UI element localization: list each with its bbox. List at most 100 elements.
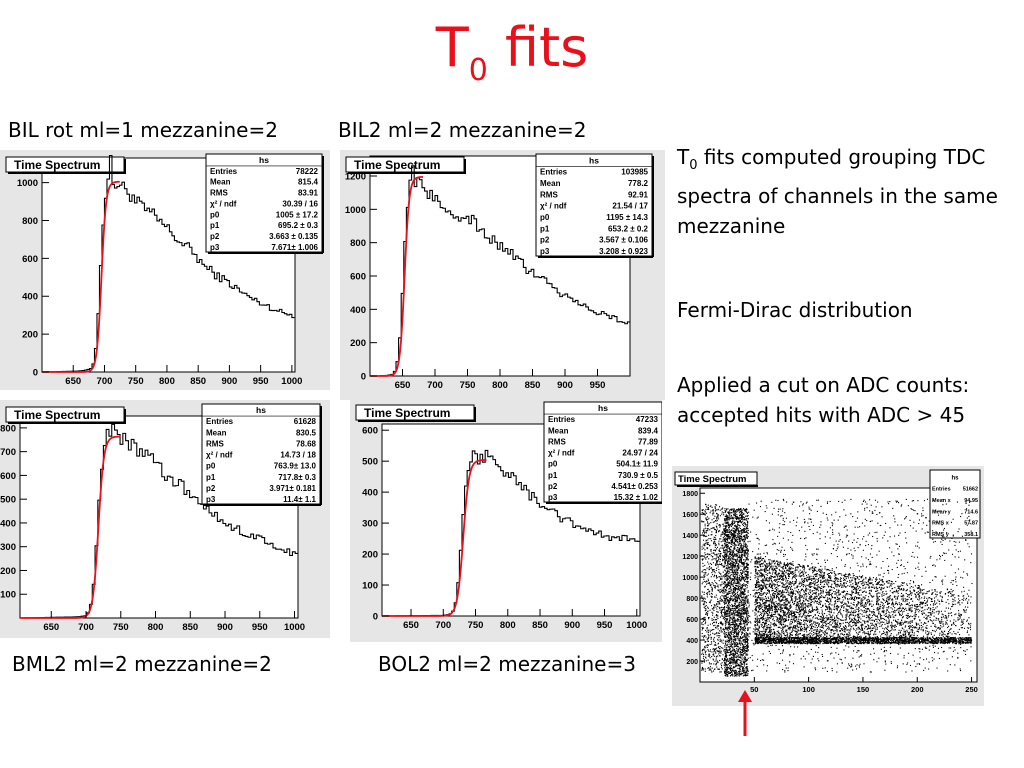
y-tick-label: 1800 bbox=[682, 491, 698, 498]
fit-curve bbox=[370, 176, 424, 377]
stats-label: Mean y bbox=[932, 509, 952, 515]
chart-title: Time Spectrum bbox=[364, 406, 450, 420]
stats-name: hs bbox=[589, 155, 599, 165]
x-tick-label: 700 bbox=[427, 380, 443, 391]
x-tick-label: 1000 bbox=[281, 376, 302, 387]
stats-label: Mean bbox=[210, 178, 231, 187]
chart-svg: Time Spectrum hs Entries 103985 Mean 778.2 RMS… bbox=[340, 150, 665, 400]
stats-label: Mean bbox=[548, 426, 569, 435]
y-tick-label: 1000 bbox=[17, 178, 38, 189]
histogram-line bbox=[20, 423, 298, 619]
stats-name: hs bbox=[256, 405, 266, 415]
x-tick-label: 850 bbox=[532, 620, 548, 631]
histogram-line bbox=[370, 165, 630, 377]
stats-value: 61628 bbox=[294, 417, 317, 426]
stats-value: 3.971± 0.181 bbox=[269, 484, 316, 493]
y-tick-label: 700 bbox=[0, 447, 16, 458]
stats-label: Mean x bbox=[932, 498, 952, 504]
stats-box bbox=[201, 403, 321, 505]
x-tick-label: 50 bbox=[750, 685, 758, 694]
y-tick-label: 500 bbox=[0, 495, 16, 506]
stats-box bbox=[205, 153, 323, 253]
x-tick-label: 900 bbox=[217, 622, 233, 633]
stats-value: 77.89 bbox=[638, 437, 659, 446]
stats-value: 78.68 bbox=[296, 439, 317, 448]
stats-label: p3 bbox=[210, 243, 220, 252]
x-tick-label: 900 bbox=[564, 620, 580, 631]
stats-label: p2 bbox=[548, 482, 558, 491]
y-tick-label: 800 bbox=[350, 238, 366, 249]
stats-value: 103985 bbox=[621, 168, 648, 177]
x-tick-label: 900 bbox=[221, 376, 237, 387]
stats-label: RMS bbox=[548, 437, 566, 446]
stats-value: 92.91 bbox=[628, 190, 649, 199]
y-tick-label: 0 bbox=[373, 612, 378, 623]
stats-label: p3 bbox=[206, 495, 216, 504]
y-tick-label: 200 bbox=[362, 550, 378, 561]
y-tick-label: 400 bbox=[350, 305, 366, 316]
x-tick-label: 1000 bbox=[626, 620, 647, 631]
time-spectrum-chart-bol2: Time Spectrum hs Entries 47233 Mean 839.4 RMS 7… bbox=[350, 398, 664, 642]
x-tick-label: 950 bbox=[253, 376, 269, 387]
stats-label: RMS bbox=[210, 189, 228, 198]
stats-box bbox=[535, 153, 653, 257]
y-tick-label: 400 bbox=[0, 518, 16, 529]
stats-value: 1195 ± 14.3 bbox=[606, 213, 648, 222]
stats-label: Entries bbox=[548, 415, 576, 424]
caption-bml2: BML2 ml=2 mezzanine=2 bbox=[12, 652, 272, 676]
x-tick-label: 800 bbox=[159, 376, 175, 387]
y-tick-label: 600 bbox=[362, 426, 378, 437]
y-tick-label: 100 bbox=[362, 581, 378, 592]
x-tick-label: 750 bbox=[460, 380, 476, 391]
stats-label: p1 bbox=[540, 224, 550, 233]
y-tick-label: 500 bbox=[362, 457, 378, 468]
stats-box bbox=[543, 401, 663, 503]
stats-label: RMS y bbox=[932, 532, 950, 538]
stats-name: hs bbox=[259, 155, 269, 165]
x-tick-label: 800 bbox=[492, 380, 508, 391]
y-tick-label: 800 bbox=[686, 596, 698, 603]
x-tick-label: 800 bbox=[500, 620, 516, 631]
x-tick-label: 950 bbox=[597, 620, 613, 631]
x-tick-label: 750 bbox=[468, 620, 484, 631]
stats-label: p0 bbox=[210, 210, 220, 219]
x-tick-label: 700 bbox=[435, 620, 451, 631]
stats-value: 4.541± 0.253 bbox=[611, 482, 658, 491]
stats-label: p1 bbox=[210, 221, 220, 230]
stats-label: Entries bbox=[206, 417, 234, 426]
y-tick-label: 200 bbox=[22, 330, 38, 341]
y-tick-label: 100 bbox=[0, 590, 16, 601]
stats-value: 1005 ± 17.2 bbox=[276, 210, 319, 219]
stats-box bbox=[929, 469, 981, 539]
x-tick-label: 950 bbox=[590, 380, 606, 391]
x-tick-label: 750 bbox=[113, 622, 129, 633]
stats-value: 51662 bbox=[963, 487, 978, 493]
x-tick-label: 100 bbox=[802, 685, 815, 694]
stats-label: Mean bbox=[206, 428, 227, 437]
stats-value: 3.663 ± 0.135 bbox=[269, 232, 318, 241]
stats-value: 57.87 bbox=[964, 521, 978, 527]
note-adc-cut: Applied a cut on ADC counts: accepted hi… bbox=[677, 373, 970, 427]
fit-curve bbox=[382, 459, 487, 617]
stats-value: 3.208 ± 0.923 bbox=[599, 247, 648, 256]
stats-label: p0 bbox=[540, 213, 550, 222]
fit-curve bbox=[20, 435, 121, 619]
caption-bil-rot: BIL rot ml=1 mezzanine=2 bbox=[8, 118, 278, 142]
note-fermi-dirac: Fermi-Dirac distribution bbox=[677, 298, 913, 322]
stats-value: 778.2 bbox=[628, 179, 649, 188]
stats-label: χ² / ndf bbox=[548, 449, 575, 458]
x-tick-label: 200 bbox=[911, 685, 924, 694]
stats-value: 830.5 bbox=[296, 428, 317, 437]
y-tick-label: 300 bbox=[362, 519, 378, 530]
x-tick-label: 650 bbox=[43, 622, 59, 633]
stats-value: 11.4± 1.1 bbox=[283, 495, 316, 504]
fit-curve bbox=[42, 180, 120, 373]
time-spectrum-chart-bil2: Time Spectrum hs Entries 103985 Mean 778.2 RMS… bbox=[340, 150, 665, 400]
stats-value: 14.73 / 18 bbox=[280, 451, 316, 460]
y-tick-label: 400 bbox=[22, 292, 38, 303]
chart-title: Time Spectrum bbox=[14, 408, 100, 422]
stats-value: 730.9 ± 0.5 bbox=[618, 471, 659, 480]
note-grouping: T0 fits computed grouping TDC spectra of… bbox=[677, 145, 998, 238]
stats-label: χ² / ndf bbox=[540, 202, 567, 211]
